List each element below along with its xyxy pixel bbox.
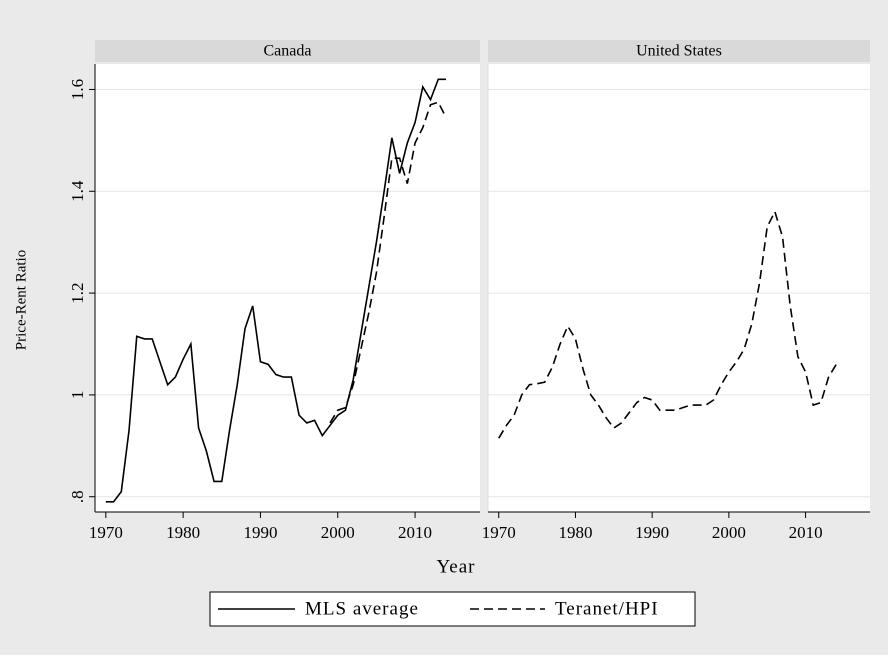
x-tick-label: 1980: [558, 523, 592, 542]
data-line: [498, 209, 837, 439]
y-tick-label: .8: [68, 490, 87, 503]
x-tick-label: 1980: [166, 523, 200, 542]
plot-area: [95, 64, 480, 512]
legend-label: MLS average: [305, 598, 419, 619]
x-tick-label: 1970: [482, 523, 516, 542]
y-tick-label: 1.6: [68, 79, 87, 100]
panel-title: United States: [636, 43, 722, 60]
x-tick-label: 1990: [635, 523, 669, 542]
data-line: [105, 78, 446, 503]
y-axis-label: Price-Rent Ratio: [13, 250, 29, 350]
legend-label: Teranet/HPI: [555, 598, 659, 619]
x-tick-label: 1970: [89, 523, 123, 542]
panel-title: Canada: [264, 43, 312, 60]
x-tick-label: 2000: [321, 523, 355, 542]
x-tick-label: 2010: [398, 523, 432, 542]
y-tick-label: 1: [68, 391, 87, 400]
panel-header: [95, 40, 480, 62]
x-tick-label: 1990: [243, 523, 277, 542]
panel-header: [488, 40, 870, 62]
x-axis-label: Year: [436, 556, 475, 577]
plot-area: [488, 64, 870, 512]
x-tick-label: 2000: [712, 523, 746, 542]
y-tick-label: 1.2: [68, 282, 87, 303]
data-line: [329, 101, 447, 424]
x-tick-label: 2010: [789, 523, 823, 542]
y-tick-label: 1.4: [68, 180, 87, 202]
